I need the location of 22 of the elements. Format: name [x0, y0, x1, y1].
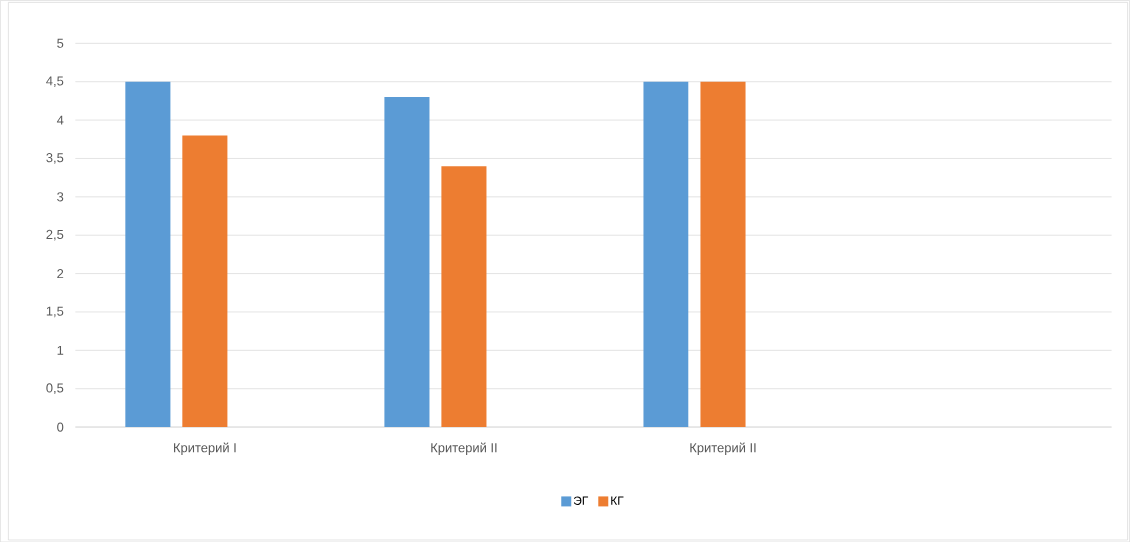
y-tick-label: 3: [57, 192, 64, 202]
y-tick-label: 4,5: [46, 76, 64, 87]
y-tick-label: 1,5: [46, 306, 64, 318]
bar: [643, 81, 689, 427]
y-tick-label: 3,5: [46, 152, 64, 164]
bar: [182, 135, 228, 427]
y-tick-label: 1: [57, 345, 64, 355]
bar: [384, 96, 430, 427]
y-tick-label: 2: [57, 268, 64, 278]
bar: [700, 81, 746, 427]
y-tick-label: 2,5: [46, 229, 64, 241]
bar: [125, 81, 171, 427]
y-tick-label: 0,5: [46, 383, 64, 394]
legend-label: КГ: [611, 496, 624, 505]
x-tick-label: Критерий II: [690, 442, 756, 455]
y-tick-label: 0: [57, 422, 64, 432]
x-tick-label: Критерий I: [174, 442, 236, 455]
y-tick-label: 5: [57, 38, 64, 48]
y-tick-label: 4: [56, 115, 64, 125]
x-tick-label: Критерий II: [431, 442, 497, 455]
legend-label: ЭГ: [573, 496, 589, 505]
bar: [441, 165, 487, 427]
